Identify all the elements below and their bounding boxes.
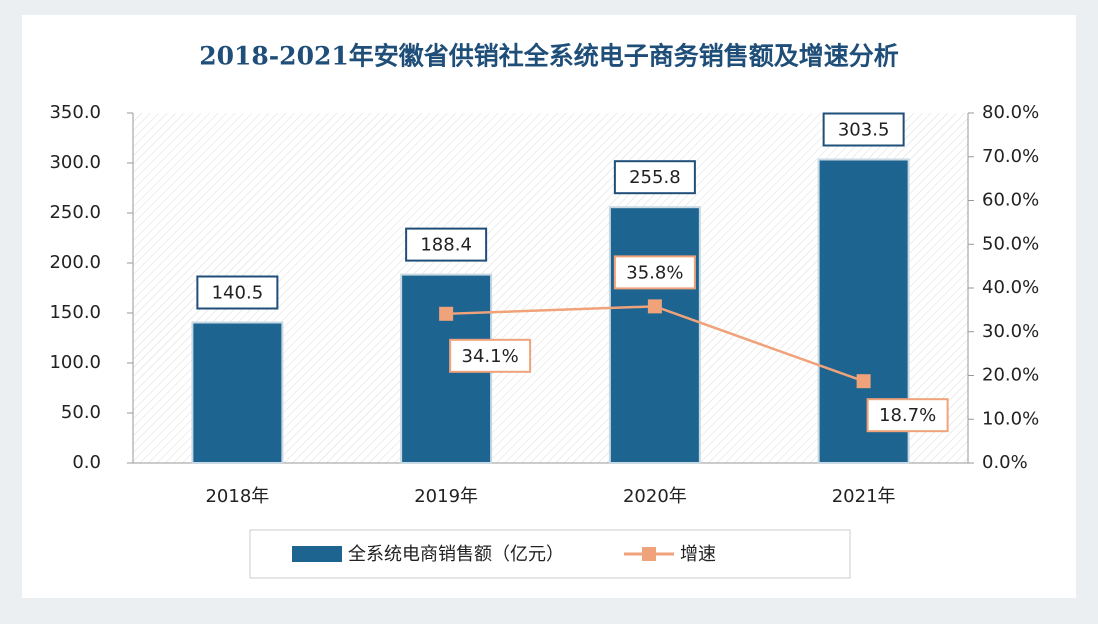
y-tick-label: 100.0 (49, 352, 101, 373)
y2-tick-label: 0.0% (982, 452, 1028, 473)
y-tick-label: 350.0 (49, 102, 101, 123)
bar-value-label-box (822, 112, 905, 147)
legend-swatch (292, 546, 342, 562)
y-tick-label: 0.0 (72, 452, 101, 473)
line-marker (856, 374, 871, 389)
line-value-label: 35.8% (626, 262, 683, 283)
y2-tick-label: 30.0% (982, 321, 1039, 342)
x-tick-label: 2019年 (414, 486, 478, 507)
line-value-label: 34.1% (462, 346, 519, 367)
line-value-label: 18.7% (879, 405, 936, 426)
chart-title: 2018-2021年安徽省供销社全系统电子商务销售额及增速分析 (199, 42, 899, 71)
y2-tick-label: 40.0% (982, 277, 1039, 298)
line-marker (647, 299, 662, 314)
y-tick-label: 250.0 (49, 202, 101, 223)
line-value-label-box (866, 398, 949, 433)
bar-value-label: 140.5 (212, 283, 264, 304)
line-marker (439, 306, 454, 321)
bar (191, 321, 284, 464)
bar-value-label: 255.8 (629, 167, 681, 188)
y2-tick-label: 50.0% (982, 233, 1039, 254)
x-tick-label: 2020年 (623, 486, 687, 507)
y2-tick-label: 60.0% (982, 190, 1039, 211)
y2-tick-label: 70.0% (982, 146, 1039, 167)
x-tick-label: 2018年 (205, 486, 269, 507)
bar (608, 206, 701, 464)
y-tick-label: 200.0 (49, 252, 101, 273)
y2-tick-label: 80.0% (982, 102, 1039, 123)
line-value-label-box (613, 255, 696, 290)
bar-value-label-box (405, 227, 488, 262)
y2-tick-label: 20.0% (982, 365, 1039, 386)
y-tick-label: 50.0 (61, 402, 101, 423)
legend-label: 增速 (680, 544, 716, 565)
bar-value-label: 188.4 (420, 235, 472, 256)
y2-tick-label: 10.0% (982, 408, 1039, 429)
legend (249, 529, 851, 579)
line-value-label-box (449, 338, 532, 373)
legend-label: 全系统电商销售额（亿元） (348, 544, 564, 565)
y-tick-label: 300.0 (49, 152, 101, 173)
bar-value-label-box (196, 275, 279, 310)
y-tick-label: 150.0 (49, 302, 101, 323)
x-tick-label: 2021年 (832, 486, 896, 507)
legend-swatch (642, 547, 656, 561)
bar-value-label: 303.5 (838, 120, 890, 141)
bar-value-label-box (613, 160, 696, 195)
